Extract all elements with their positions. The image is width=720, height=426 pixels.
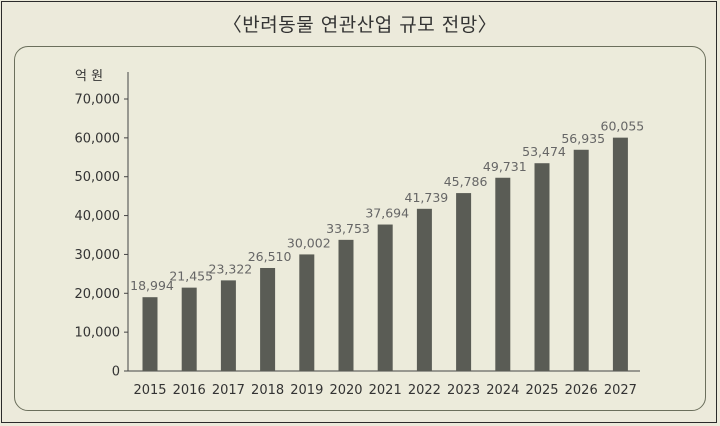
x-tick-label: 2020 [329,383,362,398]
value-label: 33,753 [326,221,370,236]
chart-title: 〈반려동물 연관산업 규모 전망〉 [222,14,498,36]
bar-2018 [260,267,276,371]
x-tick-label: 2024 [486,383,519,398]
bar-2019 [299,254,315,371]
value-label: 49,731 [483,159,527,174]
x-tick-label: 2027 [604,383,637,398]
value-label: 53,474 [522,144,566,159]
x-tick-label: 2017 [212,383,245,398]
value-label: 41,739 [405,190,449,205]
value-label: 45,786 [444,174,488,189]
bars-group [142,137,628,371]
x-tick-label: 2022 [408,383,441,398]
x-tick-label: 2025 [525,383,558,398]
y-tick-label: 60,000 [75,131,121,146]
x-tick-label: 2026 [565,383,598,398]
value-label: 23,322 [209,261,253,276]
x-tick-label: 2015 [133,383,166,398]
bar-2026 [573,149,589,371]
x-tick-label: 2023 [447,383,480,398]
value-label: 37,694 [365,206,409,221]
value-label: 56,935 [561,131,605,146]
y-tick-label: 20,000 [75,287,121,302]
value-label: 26,510 [248,249,292,264]
y-tick-label: 30,000 [75,248,121,263]
bar-2017 [220,280,236,371]
bar-2024 [495,177,511,371]
x-tick-label: 2021 [369,383,402,398]
bar-2021 [377,224,393,371]
y-tick-label: 40,000 [75,209,121,224]
y-axis-unit-label: 억 원 [75,69,103,84]
value-label: 30,002 [287,235,331,250]
x-tick-label: 2016 [173,383,206,398]
value-label: 18,994 [130,278,174,293]
y-axis-ticks: 0 10,000 20,000 30,000 40,000 50,000 60,000 70,… [75,93,128,380]
value-labels: 18,99421,45523,32226,51030,00233,75337,6… [130,119,644,294]
y-tick-label: 50,000 [75,170,121,185]
bar-2027 [612,137,628,371]
x-axis-labels: 2015 2016 2017 2018 2019 2020 2021 2022 2023 2024… [133,383,636,398]
x-tick-label: 2019 [290,383,323,398]
bar-2015 [142,297,158,371]
y-tick-label: 70,000 [75,93,121,108]
chart-panel [14,46,706,411]
y-tick-label: 0 [112,365,120,380]
x-tick-label: 2018 [251,383,284,398]
bar-2020 [338,239,354,371]
value-label: 21,455 [169,269,213,284]
y-tick-label: 10,000 [75,326,121,341]
bar-2016 [181,287,197,371]
bar-2022 [416,208,432,371]
value-label: 60,055 [601,119,645,134]
bar-2023 [456,193,472,371]
bar-2025 [534,163,550,371]
